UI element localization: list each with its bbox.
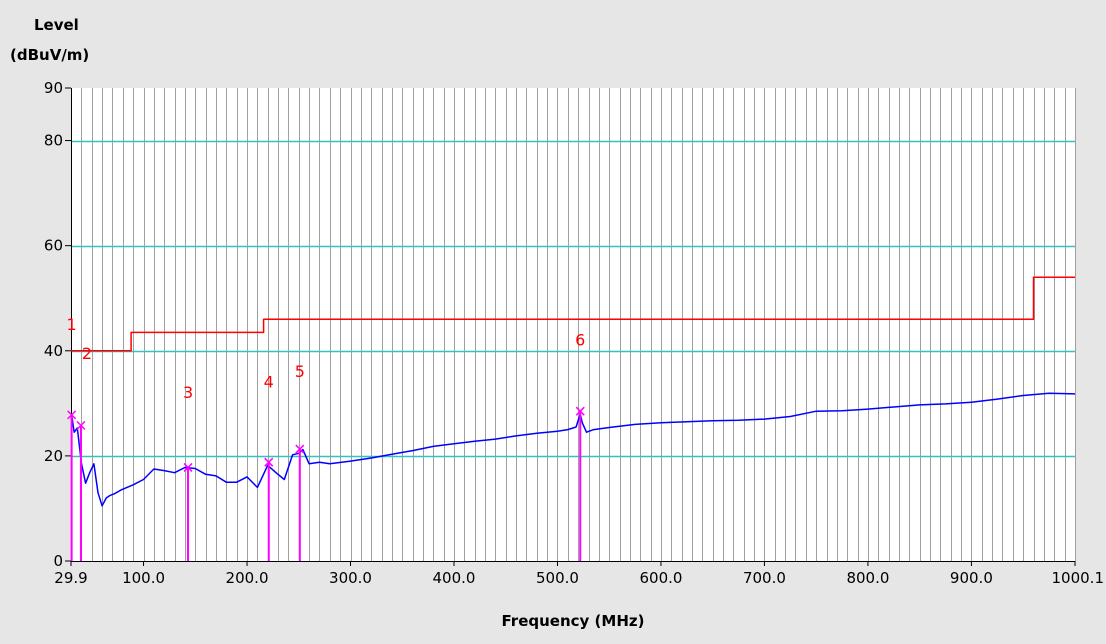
measured-level-line bbox=[70, 392, 1076, 507]
peak-markers: 12 3 4 5 6 bbox=[67, 315, 585, 561]
x-axis-title: Frequency (MHz) bbox=[502, 612, 645, 630]
marker-cross bbox=[76, 420, 86, 430]
y-tick-label: 0 bbox=[53, 552, 63, 570]
marker-cross bbox=[264, 457, 274, 467]
marker-cross bbox=[295, 444, 305, 454]
marker-label: 4 bbox=[264, 373, 274, 392]
x-tick-label: 700.0 bbox=[743, 569, 786, 587]
x-tick-label: 100.0 bbox=[122, 569, 165, 587]
y-tick-label: 90 bbox=[44, 79, 63, 97]
marker-cross bbox=[67, 410, 77, 420]
marker-cross bbox=[575, 406, 585, 416]
x-tick-label: 800.0 bbox=[846, 569, 889, 587]
x-tick-label: 400.0 bbox=[433, 569, 476, 587]
marker-label: 2 bbox=[82, 344, 92, 363]
y-tick-label: 20 bbox=[44, 447, 63, 465]
x-tick-label: 500.0 bbox=[536, 569, 579, 587]
y-tick-label: 60 bbox=[44, 237, 63, 255]
y-tick-label: 80 bbox=[44, 132, 63, 150]
series-lines bbox=[70, 276, 1076, 507]
marker-label: 1 bbox=[67, 315, 77, 334]
tick-labels: 0 20 40 60 80 90 29.9 100.0 200.0 300.0 400.0 500.0… bbox=[44, 79, 1104, 587]
marker-cross bbox=[183, 462, 193, 472]
y-axis-title-line1: Level bbox=[34, 16, 79, 34]
marker-label: 5 bbox=[295, 362, 305, 381]
x-tick-label: 300.0 bbox=[329, 569, 372, 587]
marker-label: 3 bbox=[183, 383, 193, 402]
y-axis-title-line2: (dBuV/m) bbox=[10, 46, 89, 64]
limit-line bbox=[71, 276, 1075, 352]
y-tick-label: 40 bbox=[44, 342, 63, 360]
x-tick-label: 1000.1 bbox=[1052, 569, 1105, 587]
plot-area bbox=[71, 88, 1075, 561]
x-tick-label: 600.0 bbox=[639, 569, 682, 587]
x-tick-label: 900.0 bbox=[950, 569, 993, 587]
marker-label: 6 bbox=[575, 331, 585, 350]
x-tick-label: 200.0 bbox=[226, 569, 269, 587]
x-tick-label: 29.9 bbox=[54, 569, 87, 587]
